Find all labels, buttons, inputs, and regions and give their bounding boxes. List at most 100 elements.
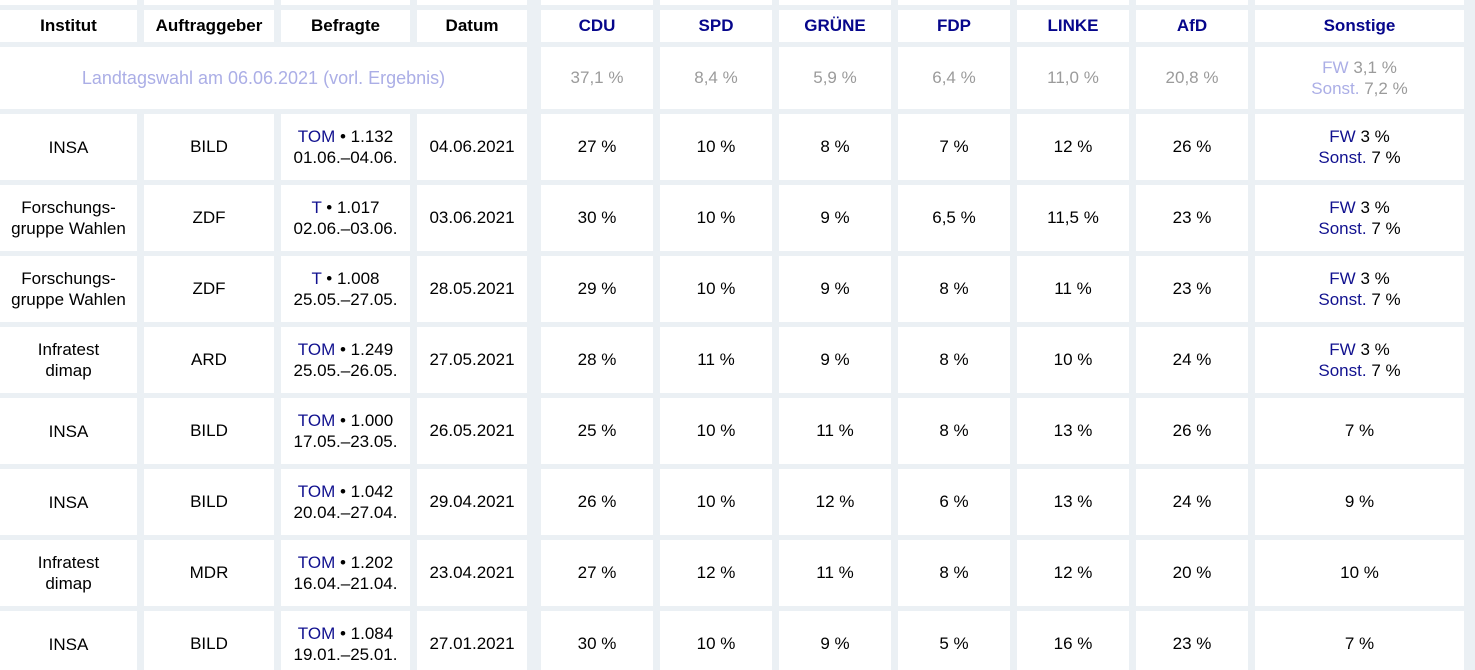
- sonstige-cell: 7 %: [1255, 611, 1464, 670]
- result-sonstige-line: Sonst. 7,2 %: [1259, 78, 1460, 99]
- result-value-cell-fdp: 6,4 %: [898, 47, 1010, 109]
- fw-link[interactable]: FW: [1329, 198, 1356, 217]
- poll-row: Infratest dimap MDR TOM • 1.202 16.04.–21.04…: [0, 540, 1464, 606]
- poll-row: Infratest dimap ARD TOM • 1.249 25.05.–26.05…: [0, 327, 1464, 393]
- sonstige-value: 3 %: [1360, 198, 1390, 217]
- datum-cell: 04.06.2021: [417, 114, 527, 180]
- bullet-separator: •: [339, 553, 346, 572]
- befragte-period-line: 25.05.–27.05.: [293, 290, 398, 309]
- sonstige-cell: FW 3 % Sonst. 7 %: [1255, 327, 1464, 393]
- sonst-link[interactable]: Sonst.: [1318, 290, 1367, 309]
- institut-cell: INSA: [0, 398, 137, 464]
- datum-cell: 27.05.2021: [417, 327, 527, 393]
- institut-cell: INSA: [0, 469, 137, 535]
- survey-method-link[interactable]: TOM: [297, 624, 336, 643]
- poll-value-cell-cdu: 28 %: [541, 327, 653, 393]
- poll-value-cell-gruene: 9 %: [779, 185, 891, 251]
- col-header-sonstige[interactable]: Sonstige: [1255, 10, 1464, 42]
- sonst-link[interactable]: Sonst.: [1311, 79, 1360, 98]
- poll-value-cell-spd: 10 %: [660, 398, 772, 464]
- bullet-separator: •: [339, 624, 346, 643]
- poll-value-cell-afd: 20 %: [1136, 540, 1248, 606]
- poll-value-cell-fdp: 7 %: [898, 114, 1010, 180]
- poll-value-cell-linke: 16 %: [1017, 611, 1129, 670]
- sonst-link[interactable]: Sonst.: [1318, 219, 1367, 238]
- sample-size: 1.017: [336, 198, 380, 217]
- col-header-linke[interactable]: LINKE: [1017, 10, 1129, 42]
- poll-value-cell-cdu: 27 %: [541, 114, 653, 180]
- fw-link[interactable]: FW: [1329, 269, 1356, 288]
- sonst-link[interactable]: Sonst.: [1318, 361, 1367, 380]
- poll-value-cell-linke: 12 %: [1017, 114, 1129, 180]
- poll-value-cell-fdp: 5 %: [898, 611, 1010, 670]
- befragte-cell: T • 1.008 25.05.–27.05.: [281, 256, 410, 322]
- result-value-cell-afd: 20,8 %: [1136, 47, 1248, 109]
- election-result-link[interactable]: Landtagswahl am 06.06.2021 (vorl. Ergebn…: [81, 67, 446, 88]
- sample-size: 1.008: [336, 269, 380, 288]
- auftraggeber-cell: ZDF: [144, 185, 274, 251]
- befragte-period-line: 20.04.–27.04.: [293, 503, 398, 522]
- col-header-gruene[interactable]: GRÜNE: [779, 10, 891, 42]
- poll-value-cell-gruene: 11 %: [779, 540, 891, 606]
- col-header-afd[interactable]: AfD: [1136, 10, 1248, 42]
- survey-method-link[interactable]: TOM: [297, 553, 336, 572]
- survey-method-link[interactable]: T: [311, 269, 322, 288]
- institut-cell: Infratest dimap: [0, 327, 137, 393]
- sample-size: 1.042: [350, 482, 394, 501]
- col-header-fdp[interactable]: FDP: [898, 10, 1010, 42]
- sample-size: 1.132: [350, 127, 394, 146]
- institut-cell: INSA: [0, 611, 137, 670]
- institut-cell: Forschungs-gruppe Wahlen: [0, 185, 137, 251]
- poll-value-cell-spd: 10 %: [660, 469, 772, 535]
- poll-value-cell-cdu: 27 %: [541, 540, 653, 606]
- sonstige-value: 3 %: [1360, 269, 1390, 288]
- befragte-cell: T • 1.017 02.06.–03.06.: [281, 185, 410, 251]
- befragte-period-line: 01.06.–04.06.: [293, 148, 398, 167]
- poll-value-cell-gruene: 8 %: [779, 114, 891, 180]
- sonstige-value: 7 %: [1371, 219, 1401, 238]
- fw-link[interactable]: FW: [1329, 340, 1356, 359]
- clipped-cell: [1255, 0, 1464, 5]
- survey-method-link[interactable]: TOM: [297, 482, 336, 501]
- survey-method-link[interactable]: TOM: [297, 411, 336, 430]
- auftraggeber-cell: MDR: [144, 540, 274, 606]
- survey-method-link[interactable]: T: [311, 198, 322, 217]
- survey-method-link[interactable]: TOM: [297, 127, 336, 146]
- poll-value-cell-linke: 12 %: [1017, 540, 1129, 606]
- befragte-period-line: 19.01.–25.01.: [293, 645, 398, 664]
- sonstige-cell: FW 3 % Sonst. 7 %: [1255, 185, 1464, 251]
- sonstige-line: Sonst. 7 %: [1259, 289, 1460, 310]
- sonst-link[interactable]: Sonst.: [1318, 148, 1367, 167]
- auftraggeber-cell: BILD: [144, 114, 274, 180]
- col-header-cdu[interactable]: CDU: [541, 10, 653, 42]
- poll-value-cell-fdp: 8 %: [898, 398, 1010, 464]
- sonstige-cell: FW 3 % Sonst. 7 %: [1255, 256, 1464, 322]
- befragte-method-line: TOM • 1.084: [285, 623, 406, 644]
- col-header-spd[interactable]: SPD: [660, 10, 772, 42]
- clipped-cell: [144, 0, 274, 5]
- befragte-period-line: 25.05.–26.05.: [293, 361, 398, 380]
- datum-cell: 27.01.2021: [417, 611, 527, 670]
- clipped-cell: [660, 0, 772, 5]
- poll-value-cell-fdp: 8 %: [898, 327, 1010, 393]
- befragte-method-line: T • 1.008: [285, 268, 406, 289]
- befragte-method-line: TOM • 1.132: [285, 126, 406, 147]
- fw-link[interactable]: FW: [1329, 127, 1356, 146]
- sample-size: 1.000: [350, 411, 394, 430]
- clipped-cell: [541, 0, 653, 5]
- bullet-separator: •: [326, 269, 333, 288]
- poll-value-cell-gruene: 11 %: [779, 398, 891, 464]
- fw-link[interactable]: FW: [1322, 58, 1349, 77]
- befragte-method-line: TOM • 1.249: [285, 339, 406, 360]
- sonstige-line: FW 3 %: [1259, 197, 1460, 218]
- poll-value-cell-gruene: 12 %: [779, 469, 891, 535]
- poll-value-cell-fdp: 6,5 %: [898, 185, 1010, 251]
- institut-line: gruppe Wahlen: [11, 290, 126, 309]
- poll-value-cell-cdu: 25 %: [541, 398, 653, 464]
- survey-method-link[interactable]: TOM: [297, 340, 336, 359]
- sample-size: 1.084: [350, 624, 394, 643]
- datum-cell: 29.04.2021: [417, 469, 527, 535]
- clipped-cell: [417, 0, 527, 5]
